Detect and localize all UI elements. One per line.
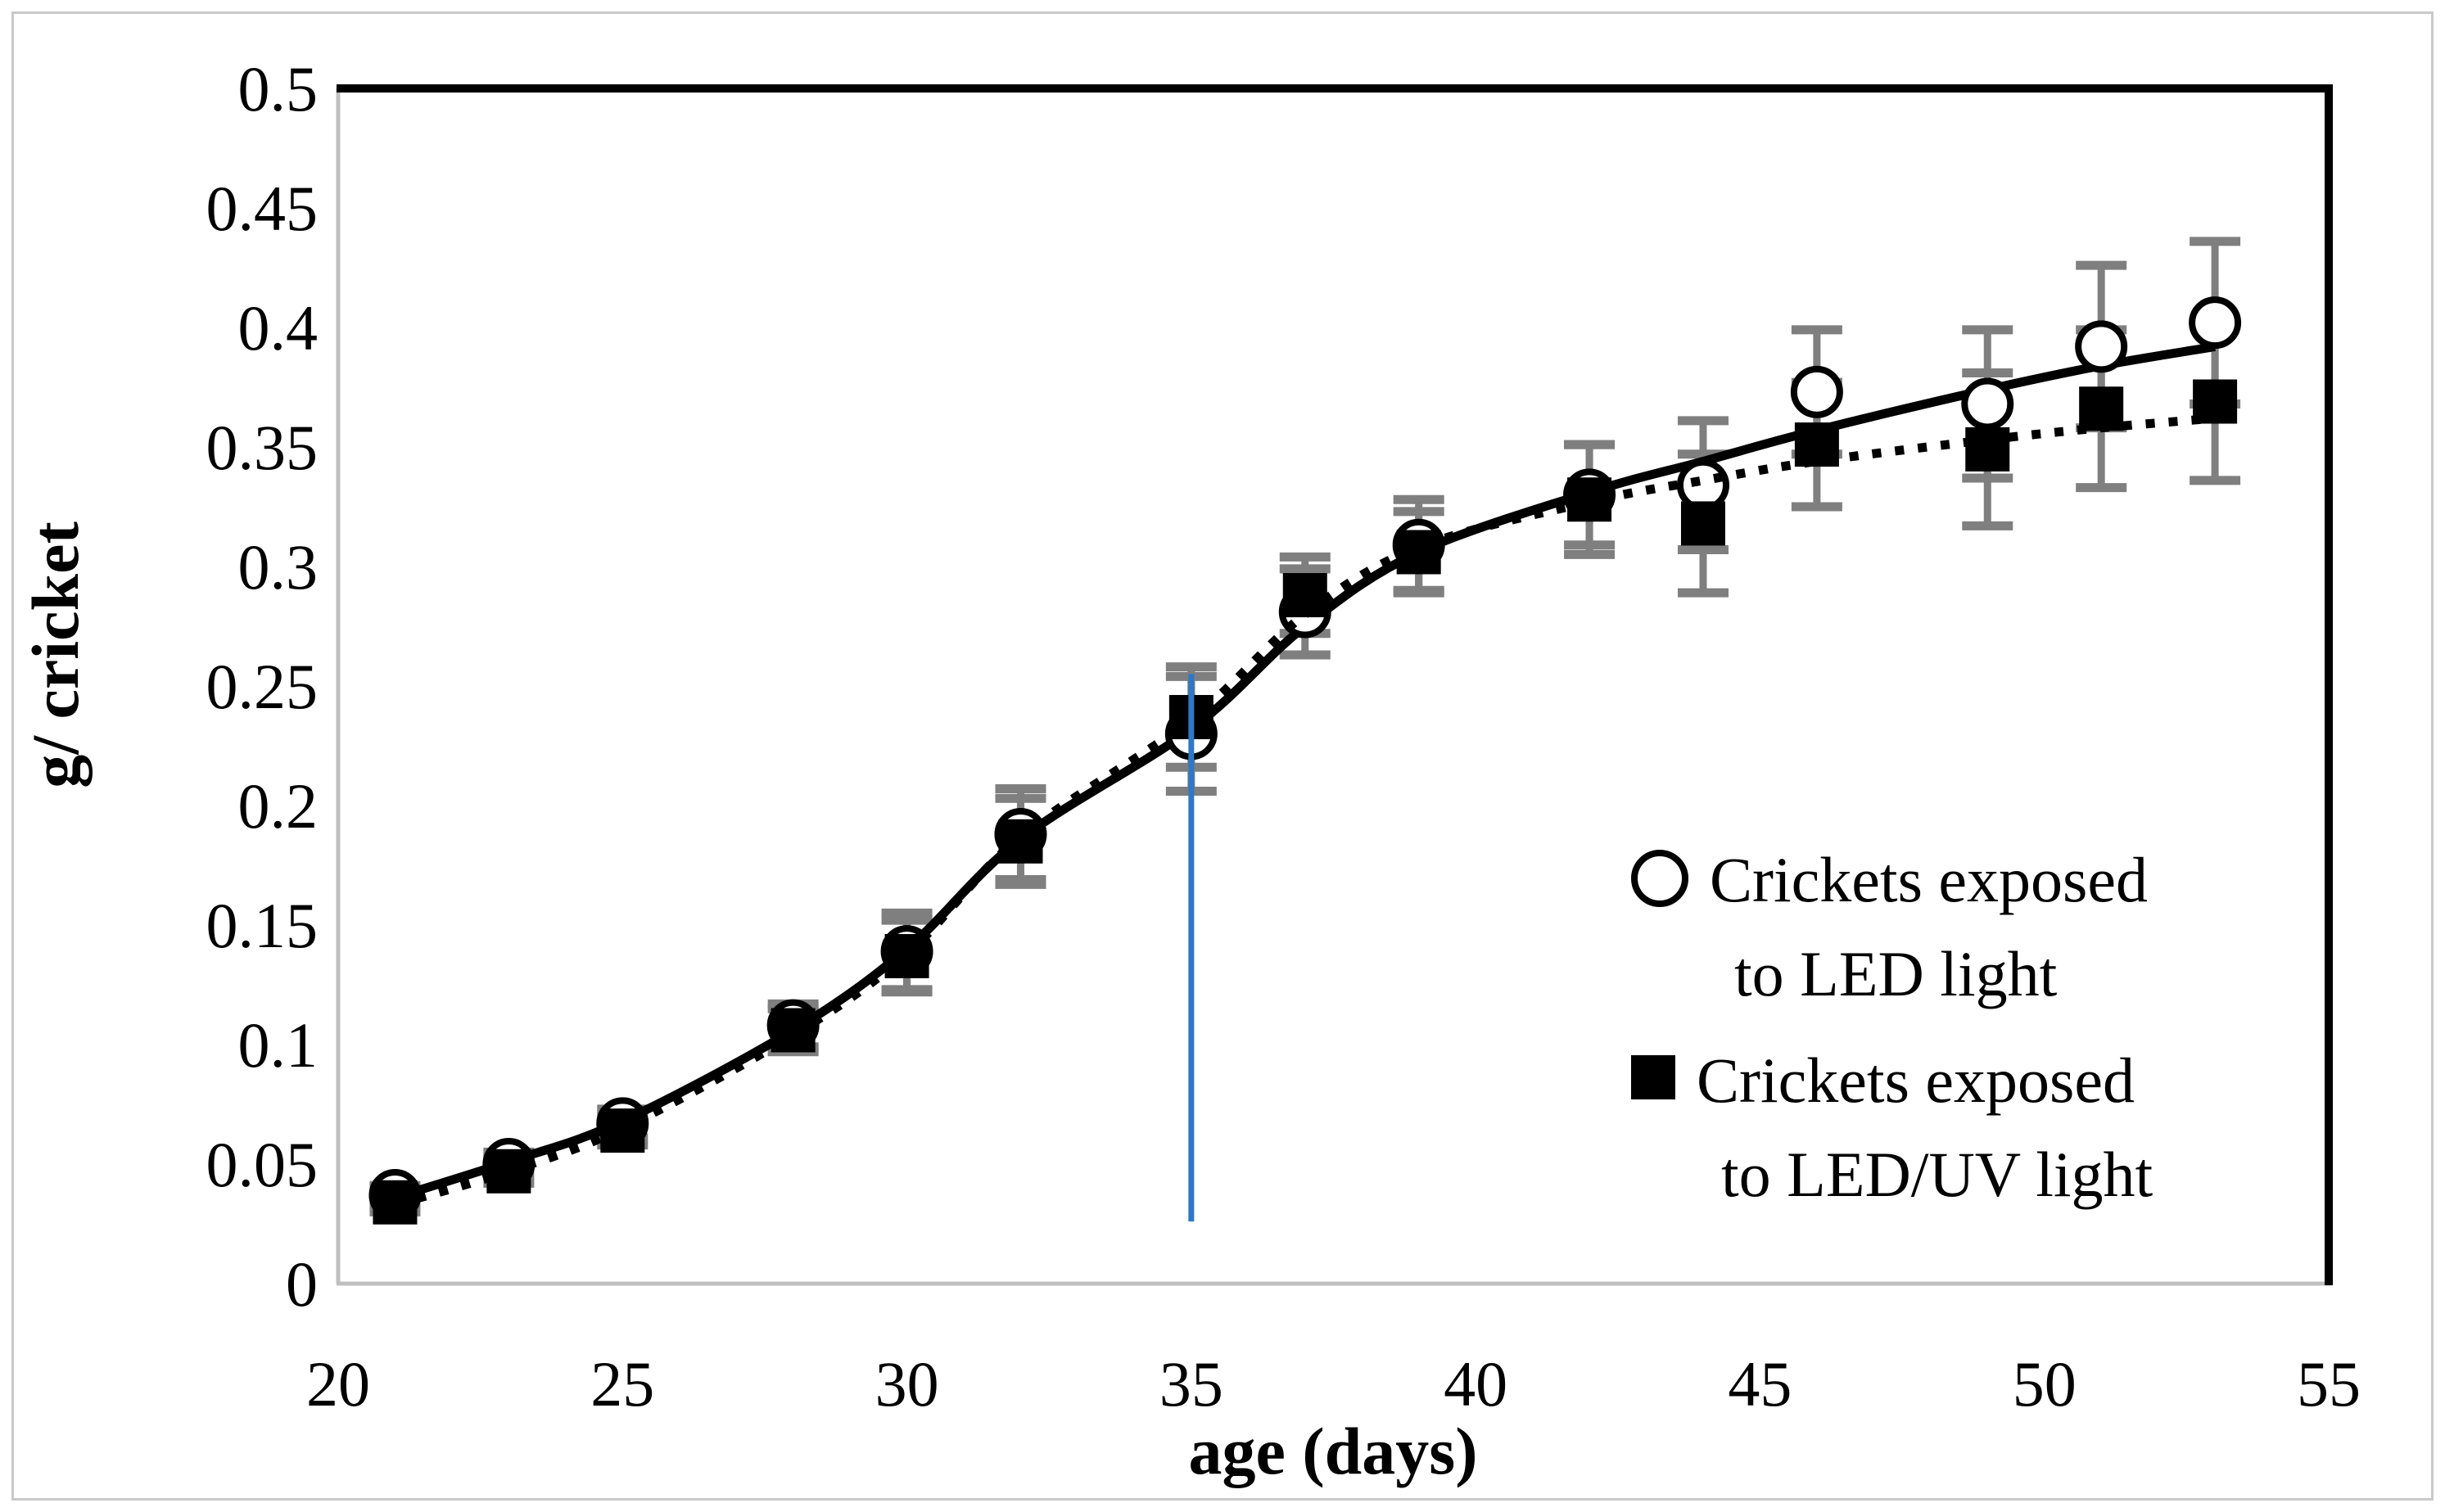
marker-filled-square: [373, 1180, 418, 1225]
marker-filled-square: [1282, 573, 1327, 618]
x-tick-label: 20: [306, 1348, 370, 1419]
marker-filled-square: [1396, 530, 1441, 575]
x-tick-label: 35: [1159, 1348, 1223, 1419]
x-tick-label: 50: [2013, 1348, 2077, 1419]
marker-filled-square: [1794, 422, 1839, 467]
marker-open-circle: [1676, 458, 1729, 512]
marker-filled-square: [1680, 501, 1725, 546]
y-tick-label: 0.2: [238, 770, 319, 842]
y-tick-label: 0: [286, 1248, 318, 1320]
marker-filled-square: [1567, 477, 1612, 522]
x-tick-label: 25: [590, 1348, 654, 1419]
legend-item-leduv: Crickets exposed to LED/UV light: [1631, 1034, 2153, 1221]
y-tick-label: 0.15: [206, 890, 319, 961]
y-tick-label: 0.1: [238, 1009, 319, 1081]
marker-filled-square: [486, 1149, 531, 1194]
y-tick-label: 0.35: [206, 412, 319, 483]
legend: Crickets exposed to LED light Crickets e…: [1631, 833, 2153, 1235]
marker-open-circle: [2075, 320, 2128, 373]
y-tick-label: 0.5: [238, 53, 319, 124]
marker-filled-square: [600, 1108, 645, 1153]
y-tick-label: 0.4: [238, 292, 319, 363]
y-tick-label: 0.3: [238, 531, 319, 603]
marker-filled-square: [1965, 427, 2010, 472]
marker-filled-square: [884, 933, 929, 978]
x-tick-label: 30: [875, 1348, 939, 1419]
x-tick-label: 40: [1444, 1348, 1507, 1419]
legend-label-led-line1: Crickets exposed: [1710, 844, 2149, 915]
marker-open-circle: [1790, 365, 1843, 418]
marker-open-circle: [1961, 377, 2014, 431]
y-tick-label: 0.05: [206, 1129, 319, 1200]
legend-label-leduv-line2: to LED/UV light: [1721, 1138, 2153, 1210]
marker-open-circle: [2189, 296, 2242, 350]
marker-filled-square: [2079, 386, 2124, 431]
filled-square-marker-icon: [1631, 1055, 1675, 1100]
y-tick-label: 0.25: [206, 651, 319, 722]
x-axis-title: age (days): [1188, 1414, 1477, 1488]
marker-filled-square: [998, 819, 1043, 864]
marker-filled-square: [2193, 379, 2238, 424]
legend-label-leduv-line1: Crickets exposed: [1697, 1045, 2135, 1117]
open-circle-marker-icon: [1631, 850, 1688, 907]
y-axis-title: g/ cricket: [18, 521, 93, 788]
trend-line-leduv: [393, 413, 2216, 1209]
x-tick-label: 55: [2297, 1348, 2361, 1419]
trend-line-led: [393, 341, 2217, 1203]
legend-item-led: Crickets exposed to LED light: [1631, 833, 2153, 1021]
x-tick-label: 45: [1728, 1348, 1792, 1419]
y-tick-label: 0.45: [206, 173, 319, 244]
marker-filled-square: [771, 1008, 816, 1053]
legend-label-led-line2: to LED light: [1734, 937, 2058, 1009]
